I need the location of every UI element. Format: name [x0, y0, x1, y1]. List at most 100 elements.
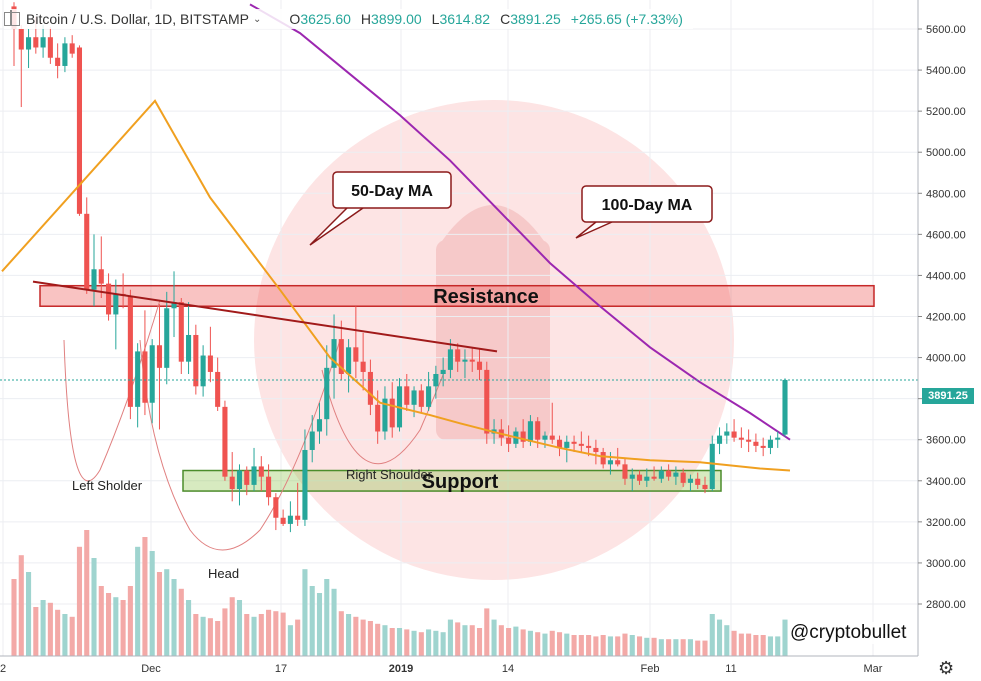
candle-body[interactable]	[673, 472, 679, 477]
candle-body[interactable]	[26, 37, 32, 50]
candle-body[interactable]	[651, 476, 657, 479]
candle-body[interactable]	[716, 435, 723, 444]
candle-body[interactable]	[244, 470, 250, 485]
candle-body[interactable]	[178, 302, 184, 362]
candle-body[interactable]	[520, 431, 526, 442]
candle-body[interactable]	[607, 460, 613, 465]
candle-body[interactable]	[418, 390, 424, 407]
candle-body[interactable]	[476, 361, 483, 370]
candle-body[interactable]	[251, 466, 257, 485]
candle-body[interactable]	[702, 484, 708, 489]
candle-body[interactable]	[506, 437, 512, 444]
candle-body[interactable]	[404, 386, 410, 405]
candle-body[interactable]	[549, 435, 555, 440]
candle-body[interactable]	[127, 295, 133, 407]
candle-body[interactable]	[746, 439, 752, 442]
candle-body[interactable]	[106, 283, 112, 315]
candle-body[interactable]	[258, 466, 264, 477]
candle-body[interactable]	[724, 431, 730, 436]
candle-body[interactable]	[142, 351, 148, 403]
candle-body[interactable]	[91, 269, 97, 290]
compare-icon[interactable]	[4, 10, 20, 26]
candle-body[interactable]	[215, 371, 221, 407]
candle-body[interactable]	[316, 419, 323, 432]
candle-body[interactable]	[280, 517, 286, 524]
candle-body[interactable]	[331, 339, 337, 368]
candle-body[interactable]	[629, 474, 635, 479]
candle-body[interactable]	[353, 347, 359, 362]
candle-body[interactable]	[98, 269, 104, 284]
candle-body[interactable]	[382, 398, 388, 432]
candle-body[interactable]	[171, 302, 177, 309]
candle-body[interactable]	[469, 359, 475, 362]
candle-body[interactable]	[266, 476, 272, 498]
candle-body[interactable]	[222, 406, 228, 477]
candle-body[interactable]	[135, 351, 141, 407]
candle-body[interactable]	[324, 367, 330, 420]
candle-body[interactable]	[433, 374, 439, 387]
candle-body[interactable]	[695, 478, 701, 485]
candle-body[interactable]	[149, 345, 155, 403]
candle-body[interactable]	[33, 37, 39, 48]
candle-body[interactable]	[236, 470, 243, 489]
candle-body[interactable]	[578, 443, 584, 446]
candle-body[interactable]	[571, 441, 577, 444]
candle-body[interactable]	[462, 359, 468, 362]
candle-body[interactable]	[360, 361, 366, 372]
candle-body[interactable]	[69, 43, 75, 54]
candle-body[interactable]	[229, 476, 235, 489]
candle-body[interactable]	[731, 431, 737, 438]
candle-body[interactable]	[200, 355, 206, 387]
candle-body[interactable]	[760, 445, 766, 448]
symbol-title[interactable]: Bitcoin / U.S. Dollar, 1D, BITSTAMP	[26, 11, 250, 27]
candle-body[interactable]	[164, 308, 170, 368]
candle-body[interactable]	[680, 472, 686, 483]
candle-body[interactable]	[55, 57, 61, 66]
chevron-down-icon[interactable]: ⌄	[253, 13, 262, 25]
candle-body[interactable]	[687, 478, 693, 483]
candle-body[interactable]	[287, 515, 293, 524]
candle-body[interactable]	[309, 431, 315, 450]
candle-body[interactable]	[535, 421, 541, 440]
candle-body[interactable]	[600, 452, 606, 465]
candle-body[interactable]	[615, 460, 621, 465]
candle-body[interactable]	[76, 47, 83, 214]
candle-body[interactable]	[527, 421, 533, 442]
candle-body[interactable]	[775, 437, 781, 440]
candle-body[interactable]	[273, 497, 279, 518]
candle-body[interactable]	[40, 37, 46, 48]
candle-body[interactable]	[375, 404, 381, 432]
candle-body[interactable]	[753, 441, 759, 446]
candle-body[interactable]	[455, 349, 461, 362]
candle-body[interactable]	[622, 464, 628, 479]
candle-body[interactable]	[556, 439, 563, 448]
candle-body[interactable]	[542, 435, 548, 440]
candle-body[interactable]	[636, 474, 643, 481]
candle-body[interactable]	[207, 355, 213, 372]
candle-body[interactable]	[484, 369, 490, 434]
candle-body[interactable]	[338, 339, 344, 374]
candle-body[interactable]	[389, 398, 395, 428]
candle-body[interactable]	[156, 345, 163, 368]
candle-body[interactable]	[782, 379, 788, 435]
candle-body[interactable]	[302, 449, 308, 520]
candle-body[interactable]	[666, 470, 672, 477]
candle-body[interactable]	[447, 349, 453, 370]
candle-body[interactable]	[593, 447, 599, 453]
candle-body[interactable]	[586, 445, 592, 448]
candle-body[interactable]	[47, 37, 53, 58]
candle-body[interactable]	[186, 334, 192, 362]
candle-body[interactable]	[644, 476, 650, 481]
candle-body[interactable]	[367, 371, 373, 405]
candle-body[interactable]	[738, 437, 744, 440]
candle-body[interactable]	[709, 443, 715, 489]
candle-body[interactable]	[346, 347, 352, 374]
candle-body[interactable]	[62, 43, 68, 66]
candle-body[interactable]	[18, 29, 24, 50]
candle-body[interactable]	[84, 213, 90, 290]
gear-icon[interactable]: ⚙	[938, 658, 955, 678]
candle-body[interactable]	[440, 369, 446, 374]
candle-body[interactable]	[193, 334, 199, 387]
candle-body[interactable]	[295, 515, 301, 520]
